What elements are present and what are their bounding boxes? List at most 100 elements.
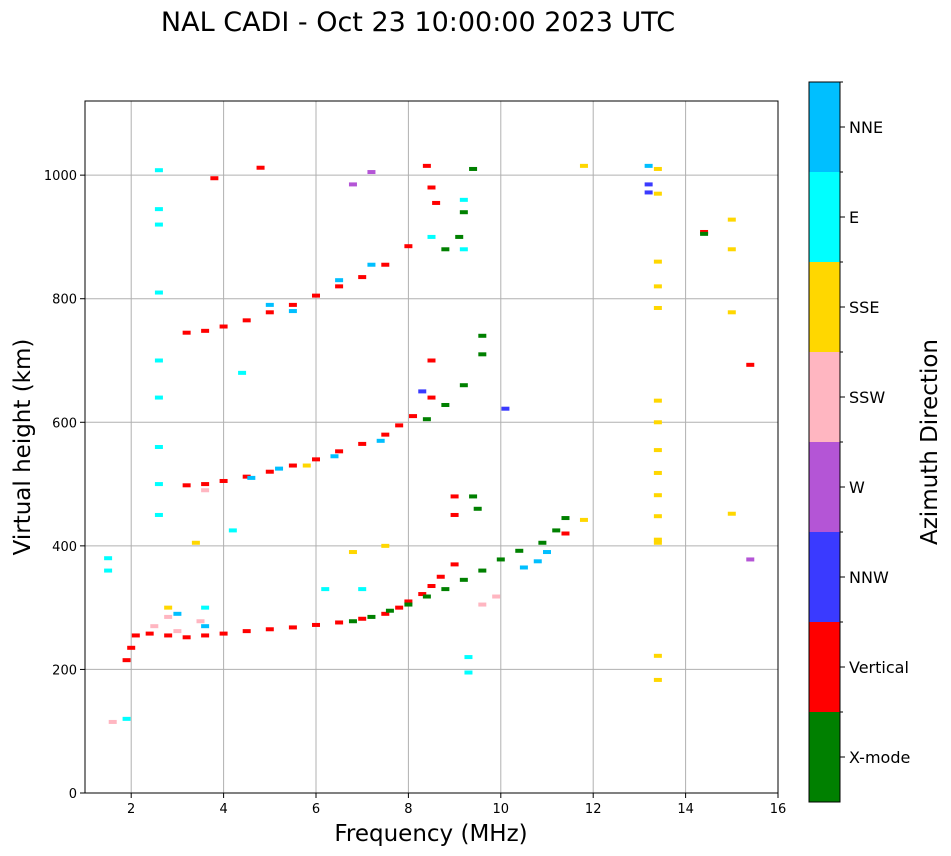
data-point <box>201 633 210 638</box>
data-point <box>404 244 413 249</box>
data-point <box>201 488 210 493</box>
data-point <box>201 605 210 610</box>
y-tick-label: 0 <box>69 787 77 802</box>
data-point <box>653 398 662 403</box>
data-point <box>644 163 653 168</box>
data-point <box>653 166 662 171</box>
x-tick-label: 14 <box>677 802 694 817</box>
data-point <box>561 531 570 536</box>
data-point <box>256 165 265 170</box>
data-point <box>418 592 427 597</box>
colorbar-frame <box>808 81 841 803</box>
data-point <box>464 670 473 675</box>
colorbar-swatch <box>809 532 840 622</box>
plot-frame <box>84 100 779 794</box>
data-point <box>164 633 173 638</box>
data-point <box>154 222 163 227</box>
data-point <box>404 602 413 607</box>
data-point <box>348 550 357 555</box>
data-point <box>450 562 459 567</box>
data-point <box>367 170 376 175</box>
data-point <box>182 483 191 488</box>
data-point <box>210 176 219 181</box>
y-tick-label: 200 <box>52 663 77 678</box>
data-point <box>455 234 464 239</box>
data-point <box>441 587 450 592</box>
chart-title: NAL CADI - Oct 23 10:00:00 2023 UTC <box>161 7 675 38</box>
data-point <box>122 716 131 721</box>
x-axis-label: Frequency (MHz) <box>334 821 527 847</box>
data-point <box>653 514 662 519</box>
data-point <box>727 217 736 222</box>
data-point <box>242 474 251 479</box>
data-point <box>653 537 662 542</box>
data-point <box>376 438 385 443</box>
data-point <box>427 234 436 239</box>
data-point <box>242 318 251 323</box>
data-point <box>154 445 163 449</box>
data-point <box>644 190 653 195</box>
data-point <box>108 719 117 724</box>
x-tick-label: 4 <box>219 802 227 817</box>
data-point <box>404 599 413 604</box>
data-point <box>653 493 662 498</box>
data-point <box>104 556 113 561</box>
data-point <box>478 333 487 338</box>
data-point <box>265 302 274 307</box>
data-point <box>727 511 736 516</box>
colorbar-swatch <box>809 622 840 712</box>
data-point <box>321 587 330 592</box>
data-point <box>653 305 662 310</box>
data-point <box>154 512 163 517</box>
y-tick-label: 1000 <box>44 169 77 184</box>
data-point <box>219 324 228 329</box>
data-point <box>335 449 344 454</box>
data-point <box>154 395 163 400</box>
data-point <box>427 395 436 400</box>
colorbar-tick-label: NNE <box>849 118 883 137</box>
data-point <box>515 548 524 553</box>
data-point <box>238 370 247 375</box>
data-point <box>653 420 662 425</box>
data-point <box>367 614 376 619</box>
colorbar-swatch <box>809 352 840 442</box>
data-point <box>335 284 344 289</box>
colorbar-tick-label: NNW <box>849 568 889 587</box>
data-point <box>131 633 140 638</box>
y-tick-label: 400 <box>52 540 77 555</box>
data-point <box>459 577 468 582</box>
data-point <box>395 423 404 428</box>
data-point <box>469 494 478 499</box>
data-point <box>358 275 367 280</box>
data-point <box>288 625 297 630</box>
colorbar-swatch <box>809 262 840 352</box>
data-point <box>700 231 709 236</box>
data-point <box>501 406 510 411</box>
data-point <box>154 207 163 212</box>
data-point <box>422 417 431 422</box>
colorbar-swatch <box>809 442 840 532</box>
data-point <box>288 309 297 314</box>
data-point <box>418 389 427 394</box>
data-point <box>201 482 210 487</box>
x-tick-label: 10 <box>493 802 510 817</box>
data-point <box>519 565 528 570</box>
data-point <box>219 478 228 483</box>
colorbar-tick-label: Vertical <box>849 658 909 677</box>
data-point <box>427 185 436 190</box>
data-point <box>242 629 251 634</box>
data-point <box>427 358 436 363</box>
data-point <box>275 466 284 471</box>
data-point <box>265 627 274 632</box>
data-point <box>653 259 662 264</box>
data-point <box>492 594 501 599</box>
colorbar-tick-label: SSE <box>849 298 879 317</box>
colorbar-tick-label: X-mode <box>849 748 910 767</box>
data-point <box>653 448 662 453</box>
data-point <box>478 352 487 357</box>
data-point <box>154 358 163 363</box>
data-point <box>538 540 547 545</box>
data-point <box>385 608 394 613</box>
data-point <box>367 262 376 267</box>
